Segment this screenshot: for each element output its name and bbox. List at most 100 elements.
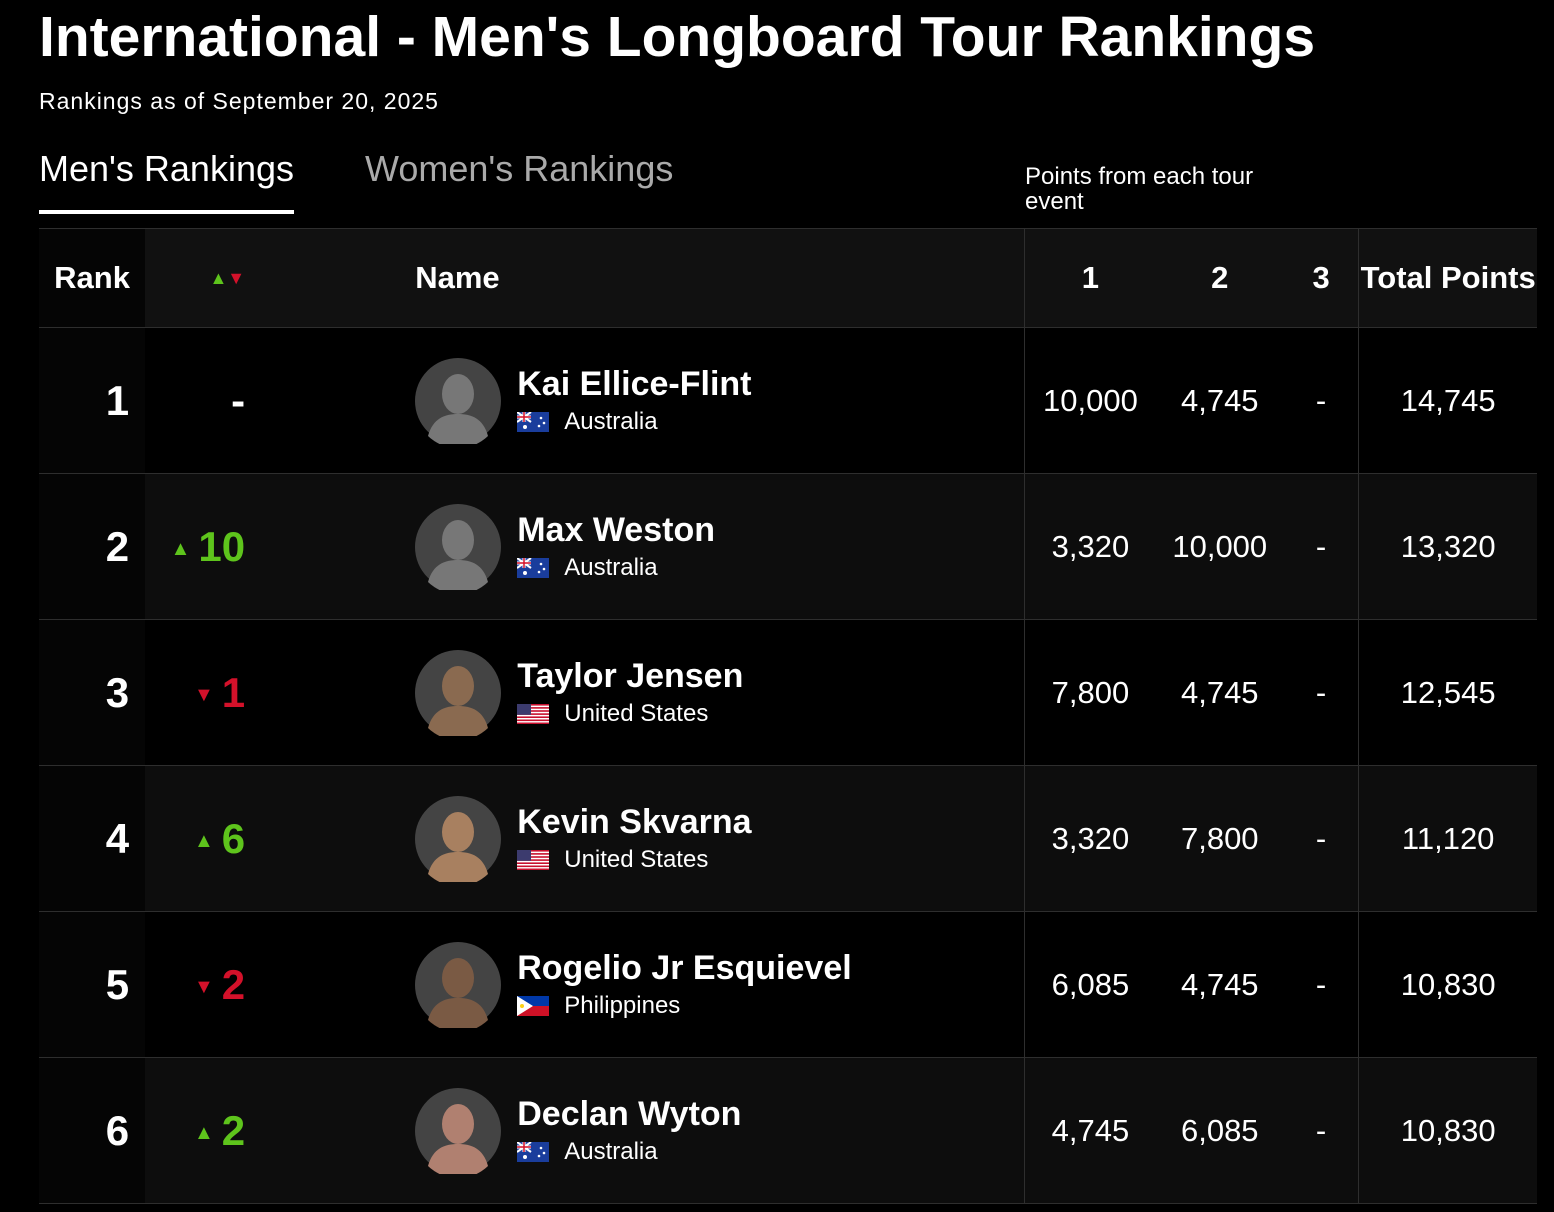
trend-arrow: ▲ (170, 537, 191, 560)
total-points: 10,830 (1358, 1057, 1537, 1204)
event-points: 4,745 (1024, 1057, 1156, 1204)
athlete-info: Kevin Skvarna United States (517, 803, 752, 874)
total-points: 11,120 (1358, 765, 1537, 912)
country-name: United States (564, 846, 709, 873)
athlete-country: United States (517, 700, 743, 728)
country-name: Philippines (564, 992, 681, 1019)
rank: 1 (39, 327, 146, 474)
flag (517, 558, 550, 578)
rank: 4 (39, 765, 146, 912)
header-cell[interactable]: Name (415, 228, 1025, 328)
ranking-row[interactable]: 1- Kai Ellice-Flint Australia 10,000 4,745-1… (39, 327, 1537, 474)
event-points: - (1283, 765, 1359, 912)
header-cell[interactable]: Total Points (1358, 228, 1537, 328)
rank-change: ▼ 1 (145, 619, 246, 766)
trend-arrow: ▲ (193, 1121, 214, 1144)
country-name: Australia (564, 554, 658, 581)
trend-arrow: ▼ (193, 683, 214, 706)
country-name: United States (564, 700, 709, 727)
tab[interactable]: Men's Rankings (39, 148, 294, 214)
rank: 2 (39, 473, 146, 620)
header-cell: 2 (1155, 228, 1284, 328)
athlete-info: Max Weston Australia (517, 511, 715, 582)
event-points: 10,000 (1024, 327, 1156, 474)
event-points: 7,800 (1024, 619, 1156, 766)
event-points: 6,085 (1024, 911, 1156, 1058)
header-cell: 1 (1024, 228, 1156, 328)
avatar (415, 649, 502, 736)
ranking-row[interactable]: 6 ▲ 2 Declan Wyton Australia 4,745 6,085-10,83… (39, 1057, 1537, 1204)
total-points: 12,545 (1358, 619, 1537, 766)
ranking-row[interactable]: 2 ▲ 10 Max Weston Australia 3,320 10,000-13,32… (39, 473, 1537, 620)
event-points: 4,745 (1155, 327, 1284, 474)
athlete[interactable]: Kevin Skvarna United States (415, 795, 1024, 882)
event-points: - (1283, 1057, 1359, 1204)
flag (517, 1142, 550, 1162)
athlete-country: Australia (517, 1138, 741, 1166)
rank: 5 (39, 911, 146, 1058)
country-name: Australia (564, 408, 658, 435)
athlete-name[interactable]: Max Weston (517, 511, 715, 549)
athlete-cell: Taylor Jensen United States (415, 619, 1025, 766)
athlete-name[interactable]: Rogelio Jr Esquievel (517, 949, 852, 987)
athlete-info: Kai Ellice-Flint Australia (517, 365, 752, 436)
event-points: 7,800 (1155, 765, 1284, 912)
event-points: - (1283, 327, 1359, 474)
athlete-country: Australia (517, 408, 751, 436)
change-value: 2 (221, 960, 246, 1008)
rank: 3 (39, 619, 146, 766)
spacer (245, 911, 416, 1058)
event-points: 10,000 (1155, 473, 1284, 620)
spacer (245, 1057, 416, 1204)
page-title: International - Men's Longboard Tour Ran… (39, 5, 1316, 69)
spacer (245, 619, 416, 766)
change-value: 6 (221, 814, 246, 862)
flag (517, 704, 550, 724)
athlete-name[interactable]: Kai Ellice-Flint (517, 365, 752, 403)
event-points: 4,745 (1155, 619, 1284, 766)
athlete-name[interactable]: Declan Wyton (517, 1095, 742, 1133)
points-note: Points from each tour event (1025, 163, 1254, 215)
flag (517, 996, 550, 1016)
rank-change: ▲ 2 (145, 1057, 246, 1204)
athlete-cell: Kai Ellice-Flint Australia (415, 327, 1025, 474)
total-points: 10,830 (1358, 911, 1537, 1058)
sort-icon[interactable]: ▲▼ (145, 228, 246, 328)
trend-arrow: ▲ (193, 829, 214, 852)
event-points: - (1283, 619, 1359, 766)
athlete-country: Australia (517, 554, 715, 582)
athlete[interactable]: Kai Ellice-Flint Australia (415, 357, 1024, 444)
rank: 6 (39, 1057, 146, 1204)
header-cell[interactable]: Rank (39, 228, 146, 328)
athlete-cell: Rogelio Jr Esquievel Philippines (415, 911, 1025, 1058)
trend-arrow: ▼ (193, 975, 214, 998)
tab[interactable]: Women's Rankings (365, 148, 674, 189)
event-points: 3,320 (1024, 473, 1156, 620)
ranking-row[interactable]: 5 ▼ 2 Rogelio Jr Esquievel Philippines 6,085 4… (39, 911, 1537, 1058)
athlete[interactable]: Max Weston Australia (415, 503, 1024, 590)
flag (517, 412, 550, 432)
athlete-country: United States (517, 846, 751, 874)
athlete[interactable]: Declan Wyton Australia (415, 1087, 1024, 1174)
athlete-name[interactable]: Kevin Skvarna (517, 803, 752, 841)
athlete-info: Taylor Jensen United States (517, 657, 743, 728)
athlete-name[interactable]: Taylor Jensen (517, 657, 744, 695)
athlete-info: Declan Wyton Australia (517, 1095, 741, 1166)
header-row: Rank ▲▼ Name 1 2 3 Total Points (39, 228, 1537, 328)
event-points: 4,745 (1155, 911, 1284, 1058)
total-points: 14,745 (1358, 327, 1537, 474)
athlete-info: Rogelio Jr Esquievel Philippines (517, 949, 852, 1020)
rank-change: ▲ 10 (145, 473, 246, 620)
event-points: - (1283, 911, 1359, 1058)
ranking-row[interactable]: 3 ▼ 1 Taylor Jensen United States 7,800 4,745-… (39, 619, 1537, 766)
event-points: 6,085 (1155, 1057, 1284, 1204)
spacer (245, 765, 416, 912)
spacer (245, 327, 416, 474)
athlete[interactable]: Rogelio Jr Esquievel Philippines (415, 941, 1024, 1028)
athlete[interactable]: Taylor Jensen United States (415, 649, 1024, 736)
rank-change: ▲ 6 (145, 765, 246, 912)
avatar (415, 357, 502, 444)
athlete-cell: Declan Wyton Australia (415, 1057, 1025, 1204)
ranking-row[interactable]: 4 ▲ 6 Kevin Skvarna United States 3,320 7,800-… (39, 765, 1537, 912)
